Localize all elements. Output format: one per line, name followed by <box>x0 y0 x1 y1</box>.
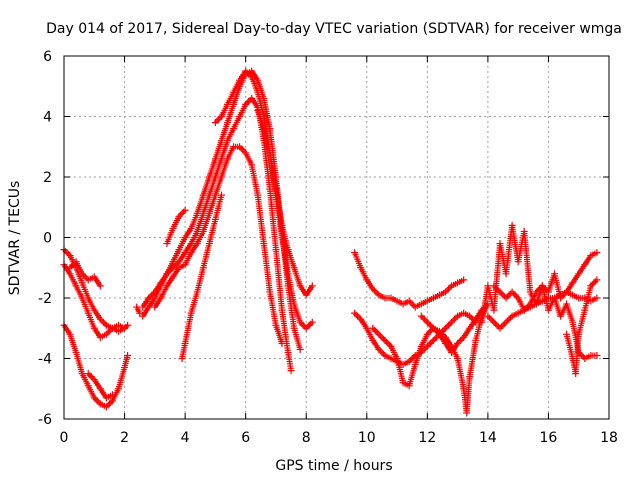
data-points <box>60 67 601 417</box>
data-point <box>490 282 498 290</box>
data-point <box>508 288 516 296</box>
series-arc-3d <box>417 300 492 356</box>
x-tick-label: 18 <box>600 430 618 446</box>
x-tick-label: 16 <box>540 430 558 446</box>
series-arc-2c <box>151 143 286 347</box>
series-arc-2d <box>163 206 189 248</box>
series-arc-2b <box>139 94 295 375</box>
series-arc-1f <box>133 303 144 317</box>
data-point <box>181 206 189 214</box>
x-tick-label: 14 <box>479 430 497 446</box>
data-trace <box>140 96 294 372</box>
data-point <box>429 324 437 332</box>
data-point <box>124 321 132 329</box>
series-arc-2e <box>178 191 225 362</box>
data-trace <box>68 260 103 288</box>
data-trace <box>62 324 131 409</box>
data-point <box>484 312 492 320</box>
data-point <box>423 318 431 326</box>
data-trace <box>419 302 490 354</box>
data-point <box>502 294 510 302</box>
y-axis-label: SDTVAR / TECUs <box>7 181 23 296</box>
y-tick-label: -6 <box>38 412 52 428</box>
data-point <box>211 119 219 127</box>
data-point <box>169 264 177 272</box>
x-tick-label: 0 <box>60 430 69 446</box>
data-point <box>381 336 389 344</box>
data-trace <box>134 306 142 315</box>
series-arc-1a <box>60 246 132 335</box>
series-arc-2g <box>254 106 316 299</box>
series-arc-3c <box>369 300 492 417</box>
x-tick-label: 6 <box>241 430 250 446</box>
y-tick-label: -4 <box>38 352 52 368</box>
data-point <box>417 312 425 320</box>
data-trace <box>86 372 114 400</box>
x-tick-label: 4 <box>181 430 190 446</box>
data-point <box>369 324 377 332</box>
data-trace <box>179 194 224 360</box>
data-point <box>84 370 92 378</box>
series-arc-1e <box>84 370 116 402</box>
data-trace <box>255 109 315 297</box>
data-point <box>429 336 437 344</box>
series-arc-3b <box>351 306 486 369</box>
data-point <box>496 288 504 296</box>
x-tick-label: 12 <box>418 430 436 446</box>
series-arc-2f <box>211 67 316 332</box>
data-trace <box>352 251 465 310</box>
data-point <box>593 276 601 284</box>
data-trace <box>153 143 285 345</box>
data-trace <box>564 278 599 375</box>
y-tick-label: 4 <box>43 110 52 126</box>
data-point <box>375 330 383 338</box>
data-point <box>308 318 316 326</box>
y-tick-label: 6 <box>43 49 52 65</box>
data-point <box>351 309 359 317</box>
data-trace <box>62 263 126 340</box>
x-tick-label: 8 <box>302 430 311 446</box>
data-trace <box>479 224 598 324</box>
data-point <box>423 342 431 350</box>
y-tick-label: 2 <box>43 170 52 186</box>
series-arc-1b <box>60 261 129 341</box>
data-point <box>302 324 310 332</box>
x-tick-label: 2 <box>120 430 129 446</box>
x-axis-label: GPS time / hours <box>275 458 392 474</box>
y-tick-label: 0 <box>43 231 52 247</box>
data-point <box>502 318 510 326</box>
chart-title: Day 014 of 2017, Sidereal Day-to-day VTE… <box>46 21 622 37</box>
series-arc-3a <box>351 249 468 311</box>
series-arc-3h <box>563 276 601 378</box>
data-point <box>496 324 504 332</box>
axis-ticks: 0 2 4 6 8 10 12 14 16 18 -6 -4 -2 0 2 4 6 <box>38 49 618 446</box>
x-tick-label: 10 <box>358 430 376 446</box>
y-tick-label: -2 <box>38 291 52 307</box>
data-point <box>490 318 498 326</box>
data-point <box>66 264 74 272</box>
series-arc-1d <box>60 321 132 411</box>
data-trace <box>62 248 130 334</box>
data-point <box>442 324 449 332</box>
data-point <box>448 318 456 326</box>
data-trace <box>164 208 187 245</box>
series-arc-1c <box>66 258 104 290</box>
